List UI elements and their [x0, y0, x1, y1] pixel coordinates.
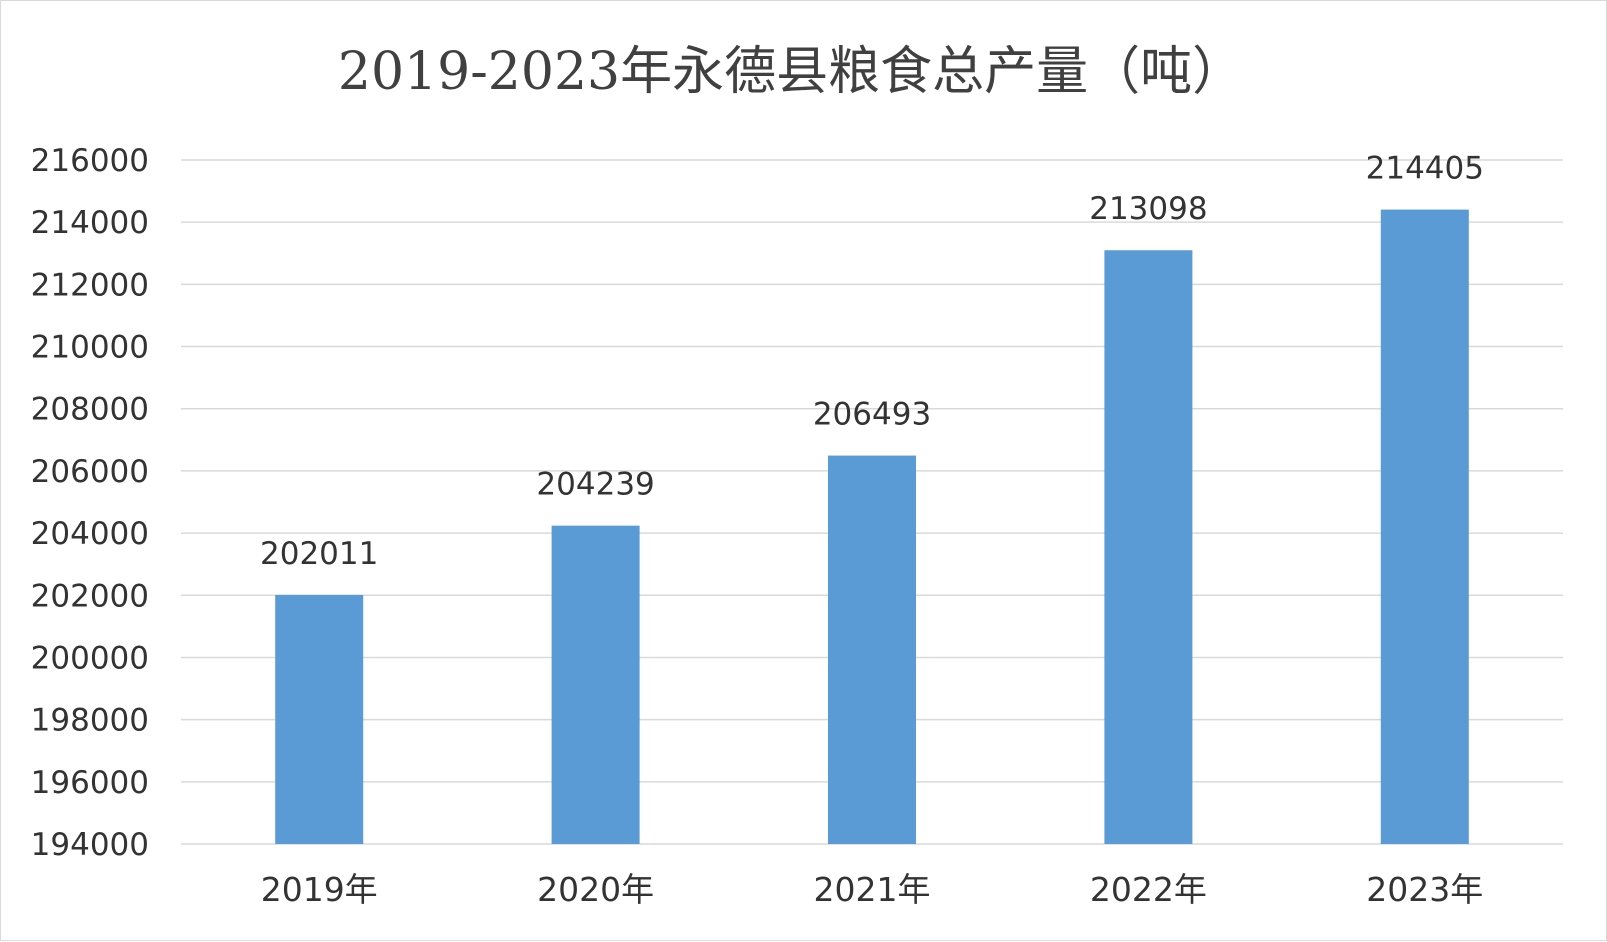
y-tick-label-208000: 208000: [31, 392, 149, 428]
bars: [275, 209, 1469, 845]
bar-5: [1380, 209, 1469, 845]
x-category-label-5: 2023年: [1366, 870, 1483, 909]
y-tick-label-200000: 200000: [31, 640, 149, 676]
x-category-label-1: 2019年: [261, 870, 378, 909]
bar-4: [1104, 250, 1193, 844]
y-axis-tick-labels: 194000 196000 198000 200000 202000 204000 2060…: [31, 143, 149, 863]
x-category-label-4: 2022年: [1090, 870, 1207, 909]
x-category-label-3: 2021年: [814, 870, 931, 909]
x-axis-category-labels: 2019年 2020年 2021年 2022年 2023年: [261, 870, 1484, 909]
y-tick-label-204000: 204000: [31, 516, 149, 552]
y-tick-label-198000: 198000: [31, 703, 149, 739]
y-tick-label-212000: 212000: [31, 267, 149, 303]
bar-3: [828, 455, 916, 844]
y-tick-label-196000: 196000: [31, 765, 149, 801]
bar-1: [275, 594, 364, 844]
data-label-3: 206493: [813, 397, 931, 433]
y-tick-label-194000: 194000: [31, 827, 149, 863]
x-category-label-2: 2020年: [537, 870, 654, 909]
data-labels: 202011 204239 206493 213098 214405: [260, 151, 1484, 572]
y-tick-label-214000: 214000: [31, 205, 149, 241]
chart-title: 2019-2023年永德县粮食总产量（吨）: [338, 42, 1244, 102]
y-tick-label-206000: 206000: [31, 454, 149, 490]
y-tick-label-210000: 210000: [31, 330, 149, 366]
y-tick-label-202000: 202000: [31, 578, 149, 614]
data-label-2: 204239: [536, 467, 654, 503]
y-tick-label-216000: 216000: [31, 143, 149, 179]
data-label-5: 214405: [1366, 151, 1484, 187]
data-label-1: 202011: [260, 536, 378, 572]
bar-2: [551, 525, 640, 844]
data-label-4: 213098: [1089, 191, 1207, 227]
